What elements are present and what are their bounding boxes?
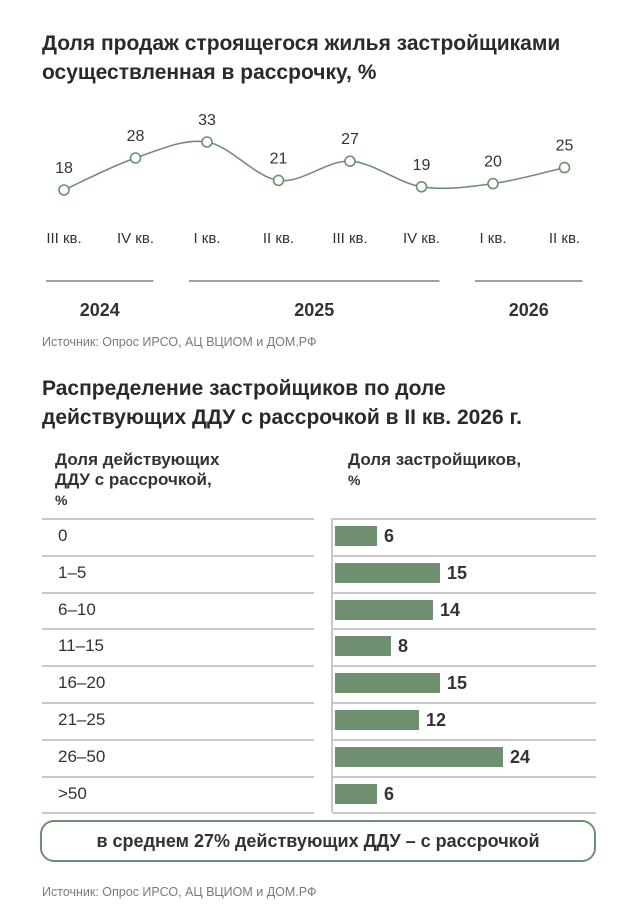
col2-header-line: Доля застройщиков,	[348, 450, 522, 469]
row-divider-left	[42, 665, 314, 668]
chart2-title: Распределение застройщиков по доле дейст…	[42, 374, 522, 432]
category-label: 6–10	[58, 599, 96, 619]
chart2-source: Источник: Опрос ИРСО, АЦ ВЦИОМ и ДОМ.РФ	[42, 885, 317, 899]
x-tick-label: II кв.	[263, 230, 294, 247]
col2-header-line: %	[348, 472, 361, 488]
chart1-title-line: осуществленная в рассрочку, %	[42, 61, 377, 84]
row-divider-left	[42, 702, 314, 704]
bar	[335, 526, 377, 546]
data-point	[558, 161, 571, 174]
data-label: 33	[198, 112, 216, 129]
x-tick-label: III кв.	[46, 230, 81, 247]
chart1-line-chart: 18 III кв. 28 IV кв. 33 I кв. 21 II кв. 27 III кв…	[46, 112, 583, 320]
row-divider-left	[42, 518, 314, 520]
bar-value-label: 6	[384, 783, 395, 804]
data-point	[344, 155, 356, 167]
year-group-label: 2026	[509, 300, 549, 320]
category-label: 26–50	[58, 746, 106, 766]
row-divider-right	[332, 775, 596, 778]
row-divider-left	[42, 812, 314, 815]
data-label: 25	[556, 138, 574, 155]
x-tick-label: I кв.	[479, 230, 506, 247]
row-divider-right	[332, 812, 596, 815]
bar-value-label: 12	[426, 710, 447, 730]
bar	[335, 673, 440, 694]
row-divider-left	[42, 628, 314, 631]
chart1-title-line: Доля продаж строящегося жилья застройщик…	[42, 32, 561, 55]
data-label: 28	[127, 128, 145, 145]
data-label: 18	[55, 160, 73, 177]
row-divider-right	[332, 628, 596, 631]
bar	[335, 636, 391, 657]
row-divider-right	[332, 702, 596, 704]
bar	[335, 562, 440, 583]
row-divider-right	[332, 591, 596, 594]
category-label: 21–25	[58, 710, 106, 729]
bar	[335, 599, 433, 620]
data-label: 20	[484, 154, 502, 171]
category-label: 16–20	[58, 673, 106, 693]
bar-value-label: 6	[384, 526, 395, 546]
row-divider-left	[42, 554, 314, 557]
x-tick-label: II кв.	[549, 230, 580, 247]
data-point	[201, 136, 213, 148]
year-group-label: 2025	[294, 300, 334, 320]
category-label: >50	[58, 783, 87, 803]
x-tick-label: IV кв.	[403, 230, 440, 247]
bar-value-label: 15	[447, 673, 468, 694]
x-tick-label: IV кв.	[117, 230, 154, 247]
data-label: 21	[270, 150, 288, 167]
col1-header: Доля действующих ДДУ с рассрочкой, %	[55, 450, 219, 510]
row-divider-right	[332, 738, 596, 741]
chart1-source: Источник: Опрос ИРСО, АЦ ВЦИОМ и ДОМ.РФ	[42, 335, 317, 349]
data-point	[272, 174, 285, 187]
category-label: 11–15	[58, 636, 105, 656]
col1-header-line: %	[55, 492, 68, 508]
category-label: 1–5	[58, 562, 87, 582]
bar	[335, 710, 419, 730]
chart2-title-line: действующих ДДУ с рассрочкой в II кв. 20…	[42, 406, 522, 429]
data-point	[415, 181, 428, 193]
bar-value-label: 8	[398, 636, 409, 657]
data-point	[487, 177, 499, 190]
data-label: 19	[413, 157, 431, 174]
col1-header-line: ДДУ с рассрочкой,	[55, 470, 212, 489]
row-divider-left	[42, 738, 314, 741]
bar	[335, 746, 503, 767]
series-line	[63, 140, 565, 191]
data-point	[129, 152, 142, 164]
chart1-title: Доля продаж строящегося жилья застройщик…	[42, 29, 560, 87]
summary-box: в среднем 27% действующих ДДУ – с рассро…	[40, 820, 596, 862]
col2-header: Доля застройщиков, %	[348, 450, 521, 490]
row-divider-left	[42, 775, 314, 778]
data-point	[58, 184, 70, 196]
x-tick-label: III кв.	[332, 230, 367, 247]
x-tick-label: I кв.	[193, 230, 220, 247]
category-label: 0	[58, 526, 68, 545]
chart2-title-line: Распределение застройщиков по доле	[42, 377, 446, 400]
column-divider	[331, 518, 333, 813]
row-divider-right	[332, 554, 596, 557]
bar-value-label: 15	[447, 562, 468, 583]
year-group-label: 2024	[80, 300, 120, 320]
bar-value-label: 24	[510, 746, 531, 767]
row-divider-left	[42, 591, 314, 594]
row-divider-right	[332, 518, 596, 520]
row-divider-right	[332, 665, 596, 668]
col1-header-line: Доля действующих	[55, 450, 220, 469]
bar-value-label: 14	[440, 599, 461, 620]
bar	[335, 783, 377, 804]
data-label: 27	[341, 131, 359, 148]
